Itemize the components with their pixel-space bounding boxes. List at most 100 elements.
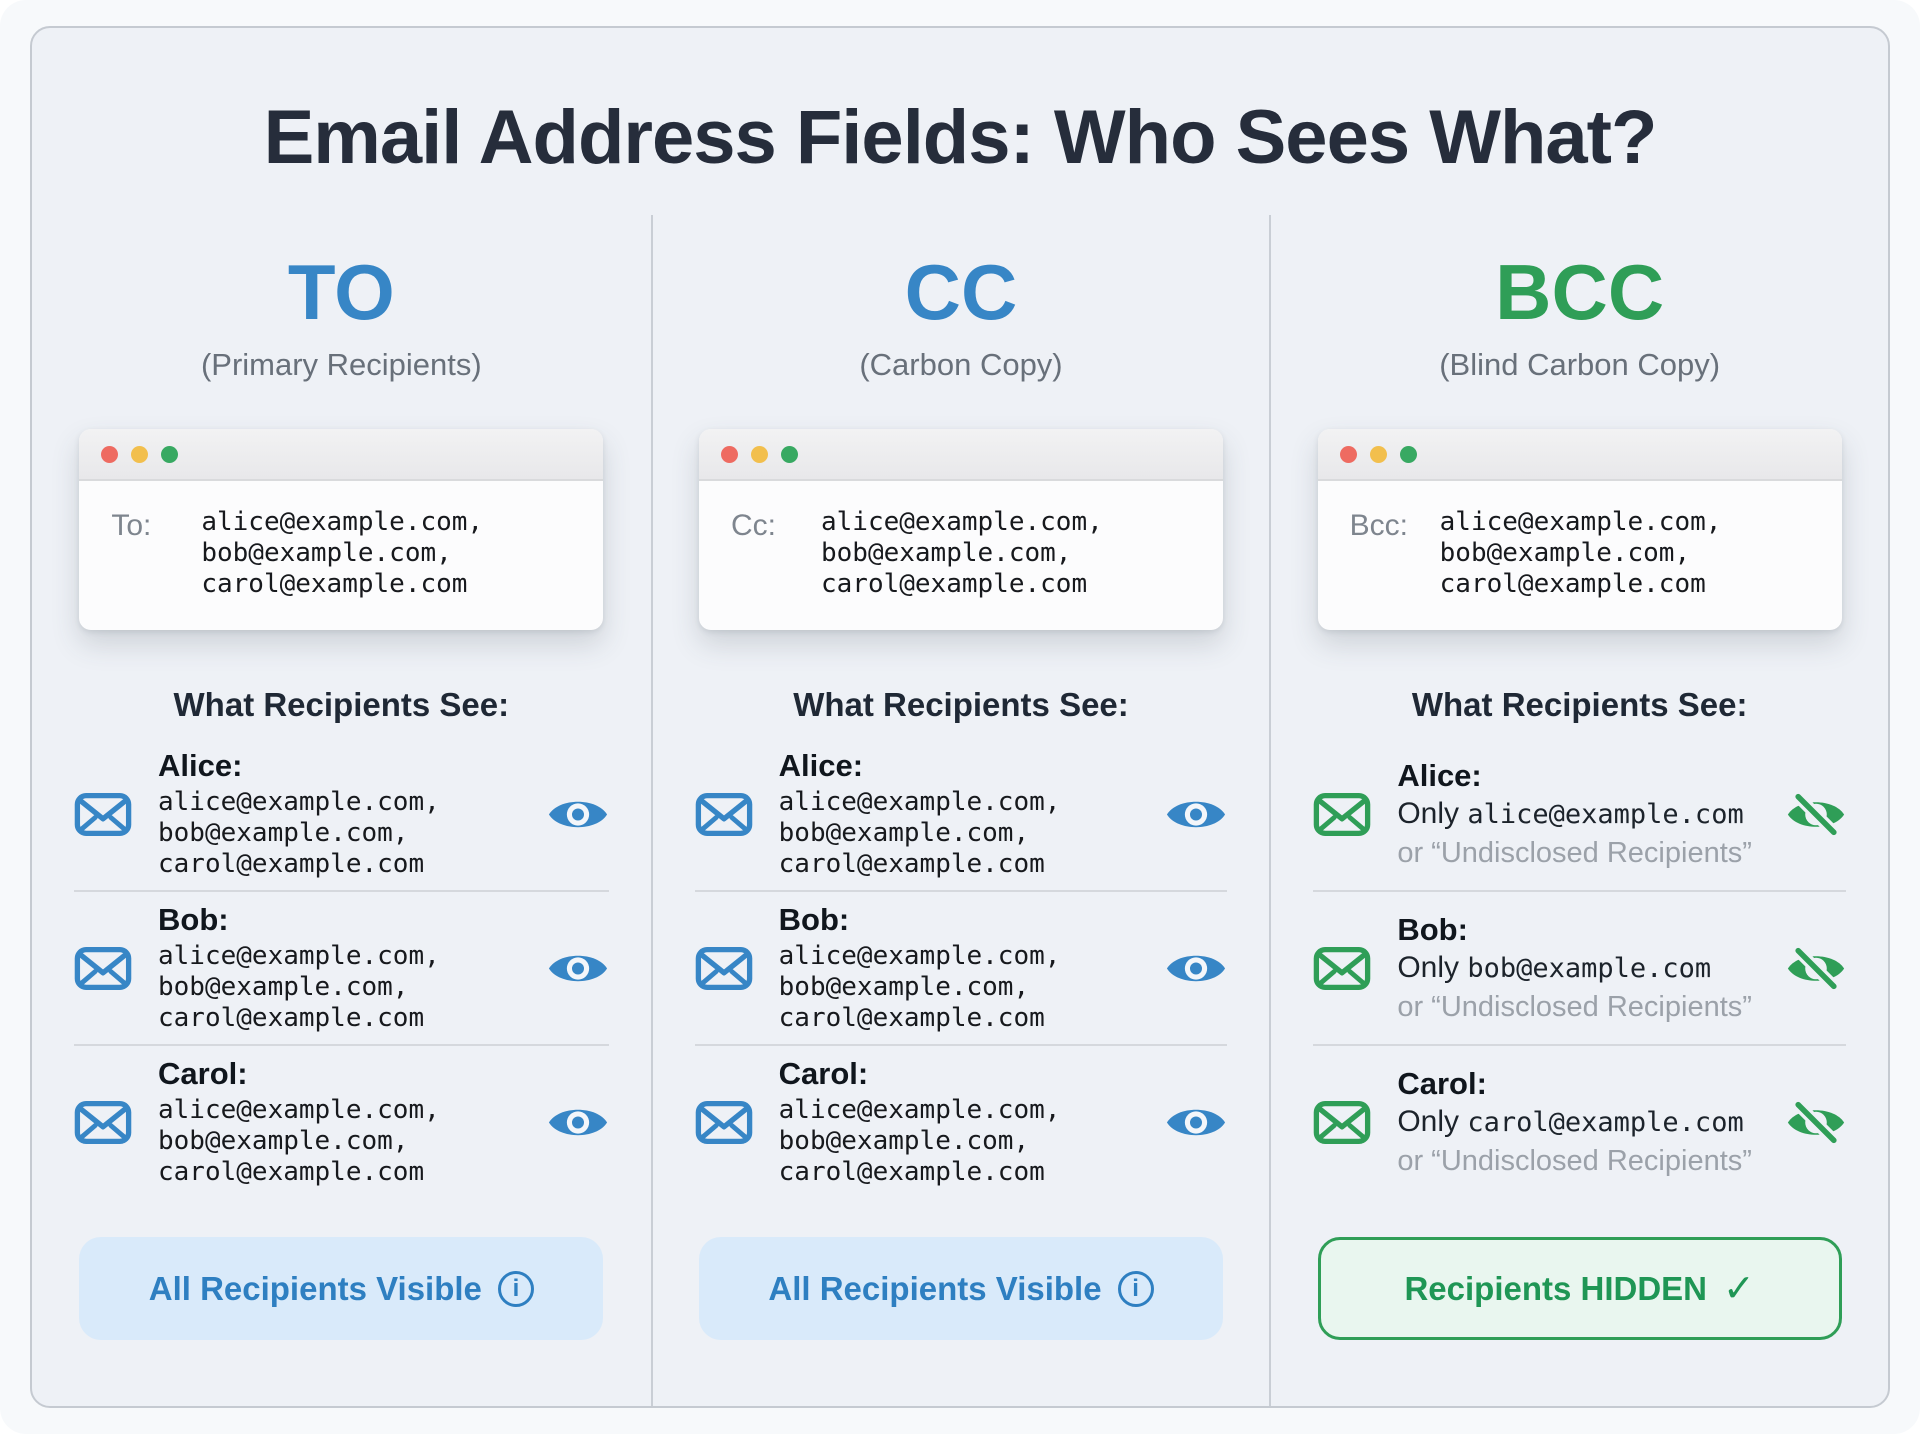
eye-icon [547,948,609,989]
recipient-row-carol: Carol: alice@example.com, bob@example.co… [74,1046,609,1198]
window-titlebar [698,429,1223,481]
row-divider [74,1044,609,1046]
recipient-name: Bob: [778,902,850,937]
recipient-name: Carol: [1397,1066,1487,1101]
email-line: carol@example.com [820,569,1088,599]
recipient-fallback: or “Undisclosed Recipients” [1397,837,1752,869]
bcc-field-value: alice@example.com, bob@example.com, caro… [1428,507,1722,600]
recipient-details: Alice: alice@example.com, bob@example.co… [158,748,521,880]
recipient-fallback: or “Undisclosed Recipients” [1397,1145,1752,1177]
recipient-row-carol: Carol: alice@example.com, bob@example.co… [695,1046,1228,1198]
column-cc-subtitle: (Carbon Copy) [859,347,1063,382]
columns-container: TO (Primary Recipients) To: alice@exampl… [32,215,1888,1406]
recipient-row-carol: Carol: Only carol@example.com or “Undisc… [1313,1046,1846,1198]
info-icon: i [497,1270,534,1307]
email-line: bob@example.com, [201,538,452,568]
column-cc-header: CC [904,248,1018,336]
row-divider [694,1044,1228,1046]
column-to: TO (Primary Recipients) To: alice@exampl… [32,215,651,1406]
close-dot-icon [1339,445,1357,463]
recipient-details: Carol: alice@example.com, bob@example.co… [158,1056,521,1188]
eye-off-icon [1786,946,1846,991]
recipient-row-alice: Alice: alice@example.com, bob@example.co… [74,738,609,890]
recipient-sees: alice@example.com, bob@example.com, caro… [158,941,440,1033]
email-window-cc: Cc: alice@example.com, bob@example.com, … [698,429,1223,630]
envelope-icon [1313,792,1371,837]
recipient-rows: Alice: alice@example.com, bob@example.co… [694,738,1228,1198]
recipient-sees: Only alice@example.com [1397,797,1744,830]
email-window-bcc: Bcc: alice@example.com, bob@example.com,… [1317,429,1842,630]
row-divider [694,890,1228,892]
recipients-section-title: What Recipients See: [793,686,1129,723]
recipient-row-bob: Bob: alice@example.com, bob@example.com,… [695,892,1228,1044]
window-body: Bcc: alice@example.com, bob@example.com,… [1318,481,1842,630]
recipient-sees: alice@example.com, bob@example.com, caro… [158,787,440,879]
recipients-section-title: What Recipients See: [173,686,510,723]
email-line: bob@example.com, [1439,538,1691,568]
infographic-card: Email Address Fields: Who Sees What? TO … [30,26,1890,1408]
envelope-icon [74,792,132,837]
recipient-details: Alice: alice@example.com, bob@example.co… [779,748,1140,880]
envelope-icon [74,1100,132,1145]
visibility-badge-bcc: Recipients HIDDEN ✓ [1317,1237,1842,1340]
minimize-dot-icon [1369,445,1387,463]
eye-off-icon [1786,1100,1846,1145]
window-titlebar [79,429,604,481]
cc-field-label: Cc: [730,509,776,542]
bcc-field-label: Bcc: [1349,509,1409,542]
badge-label: Recipients HIDDEN [1404,1269,1708,1307]
recipient-name: Bob: [158,902,229,937]
window-body: To: alice@example.com, bob@example.com, … [79,481,603,630]
zoom-dot-icon [161,445,179,463]
email-line: alice@example.com, [201,507,484,537]
recipient-details: Bob: alice@example.com, bob@example.com,… [158,902,521,1034]
recipient-details: Carol: Only carol@example.com or “Undisc… [1397,1066,1760,1178]
row-divider [1313,890,1846,892]
recipient-sees: alice@example.com, bob@example.com, caro… [778,787,1061,879]
visibility-badge-cc: All Recipients Visible i [698,1237,1223,1340]
envelope-icon [1313,1100,1371,1145]
visibility-badge-to: All Recipients Visible i [79,1237,604,1340]
info-icon: i [1117,1270,1154,1307]
page-title: Email Address Fields: Who Sees What? [263,95,1658,180]
column-to-header: TO [287,248,395,336]
recipient-fallback: or “Undisclosed Recipients” [1397,991,1752,1023]
recipients-section-title: What Recipients See: [1411,686,1748,723]
recipient-sees: alice@example.com, bob@example.com, caro… [778,941,1061,1033]
check-icon: ✓ [1723,1267,1755,1310]
recipient-name: Alice: [158,748,243,783]
column-to-subtitle: (Primary Recipients) [200,347,482,382]
eye-icon [1165,794,1227,835]
recipient-details: Bob: Only bob@example.com or “Undisclose… [1397,912,1760,1024]
close-dot-icon [720,445,738,463]
envelope-icon [1313,946,1371,991]
eye-icon [1165,948,1227,989]
cc-field-value: alice@example.com, bob@example.com, caro… [809,507,1103,600]
zoom-dot-icon [1399,445,1417,463]
recipient-rows: Alice: Only alice@example.com or “Undisc… [1313,738,1846,1198]
minimize-dot-icon [750,445,768,463]
close-dot-icon [101,445,119,463]
eye-icon [547,1102,609,1143]
column-bcc-subtitle: (Blind Carbon Copy) [1439,347,1721,382]
badge-label: All Recipients Visible [768,1269,1102,1307]
recipient-details: Bob: alice@example.com, bob@example.com,… [779,902,1140,1034]
badge-label: All Recipients Visible [148,1269,482,1307]
recipient-row-bob: Bob: Only bob@example.com or “Undisclose… [1313,892,1846,1044]
window-body: Cc: alice@example.com, bob@example.com, … [699,481,1223,630]
recipient-name: Alice: [778,748,864,783]
email-line: alice@example.com, [1439,507,1722,537]
to-field-value: alice@example.com, bob@example.com, caro… [189,507,483,600]
recipient-details: Carol: alice@example.com, bob@example.co… [779,1056,1140,1188]
column-cc: CC (Carbon Copy) Cc: alice@example.com, … [650,215,1270,1406]
zoom-dot-icon [780,445,798,463]
row-divider [1313,1044,1846,1046]
recipient-sees: alice@example.com, bob@example.com, caro… [778,1095,1061,1187]
column-bcc-header: BCC [1495,248,1665,336]
envelope-icon [74,946,132,991]
recipient-name: Carol: [158,1056,248,1091]
email-window-to: To: alice@example.com, bob@example.com, … [79,429,604,630]
recipient-row-alice: Alice: alice@example.com, bob@example.co… [695,738,1228,890]
recipient-sees: Only carol@example.com [1397,1105,1744,1138]
recipient-name: Alice: [1397,758,1482,793]
